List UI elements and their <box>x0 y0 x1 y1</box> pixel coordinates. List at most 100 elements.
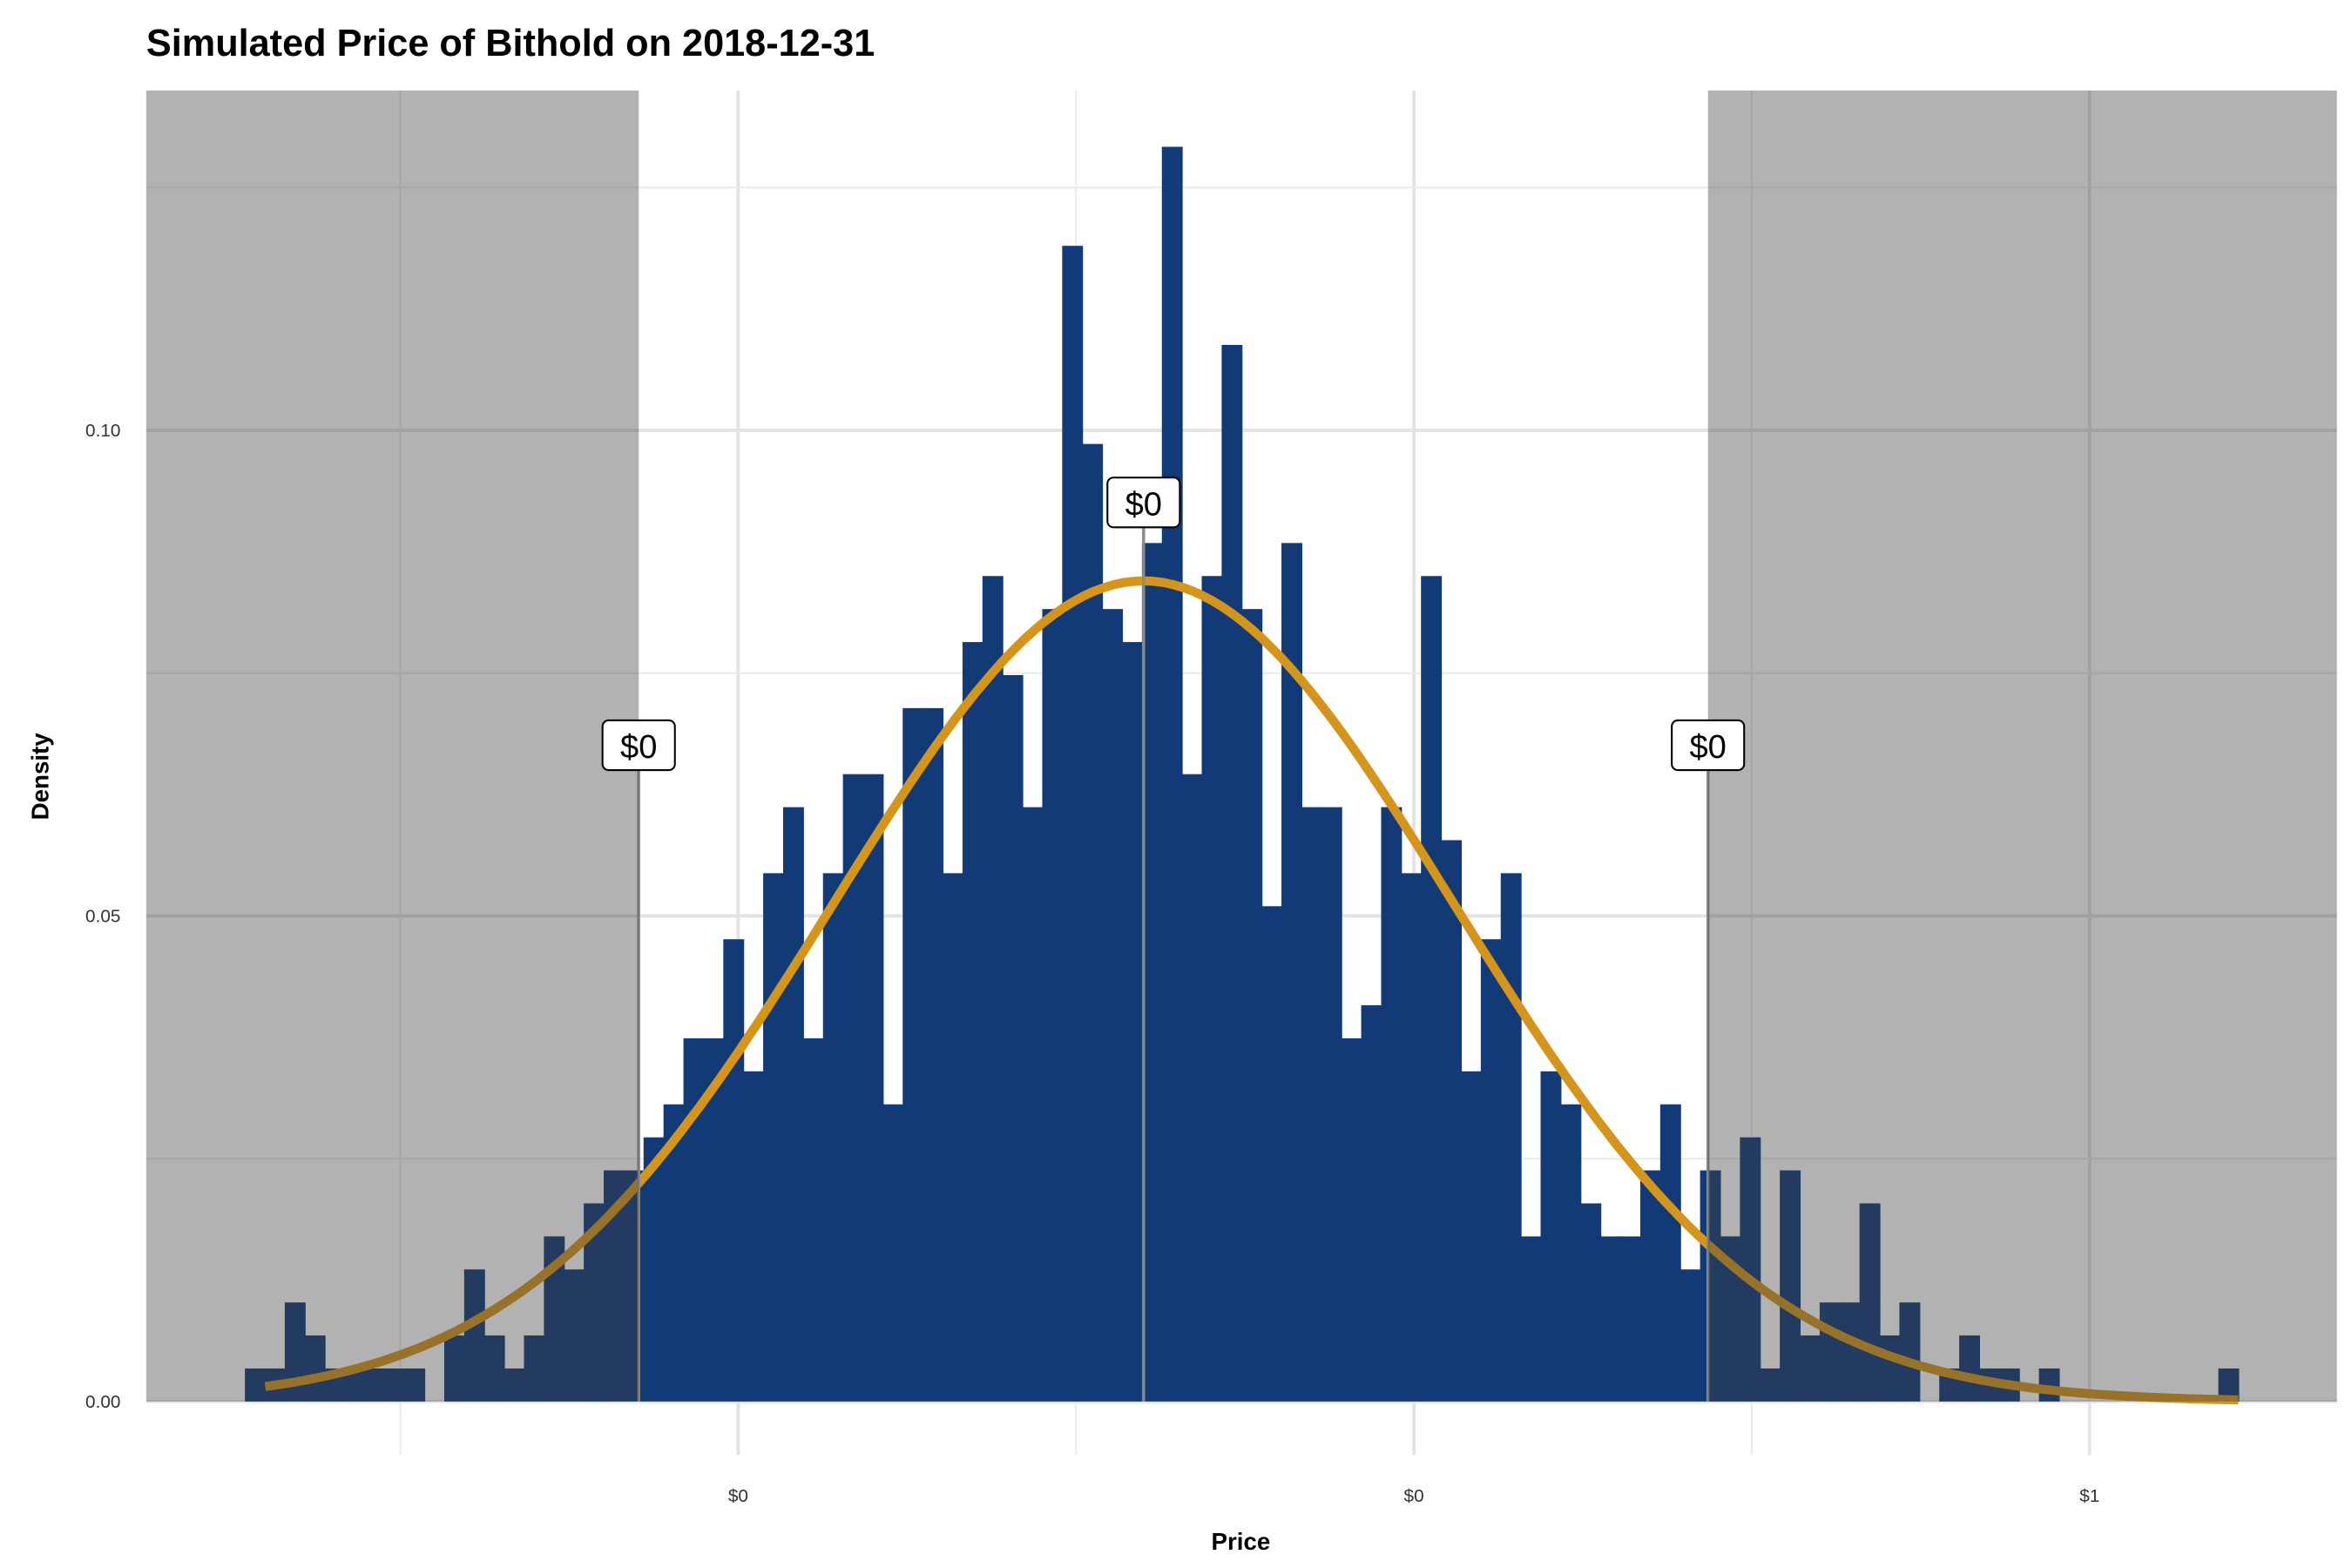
shaded-region <box>1707 90 2337 1402</box>
y-tick-label: 0.05 <box>85 906 120 926</box>
histogram-bar <box>2218 1368 2240 1402</box>
histogram-bar <box>1800 1335 1821 1402</box>
histogram-bar <box>1700 1170 1721 1402</box>
x-tick-label: $0 <box>1404 1486 1424 1506</box>
histogram-bar <box>1042 609 1064 1402</box>
histogram-bar <box>1301 807 1322 1402</box>
histogram-bar <box>1740 1137 1761 1402</box>
histogram-bar <box>763 873 785 1402</box>
histogram-bar <box>743 1071 765 1402</box>
histogram-bar <box>1500 873 1522 1402</box>
y-tick-label: 0.10 <box>85 421 120 441</box>
shaded-region <box>145 90 639 1402</box>
histogram-bar <box>962 642 983 1402</box>
histogram-bar <box>1639 1170 1661 1402</box>
histogram-bar <box>862 774 884 1402</box>
marker-label: $0 <box>620 729 657 766</box>
histogram-bar <box>364 1368 386 1402</box>
density-curve-layer <box>264 576 2239 1405</box>
marker-label-box <box>1106 476 1181 529</box>
x-axis-title: Price <box>1212 1528 1271 1555</box>
histogram-bar <box>1181 774 1203 1402</box>
histogram-bar <box>1121 642 1143 1402</box>
histogram-bar <box>344 1368 366 1402</box>
histogram-bar <box>982 576 1004 1402</box>
histogram-bar <box>1480 939 1502 1402</box>
histogram-bar <box>1600 1236 1622 1402</box>
histogram-bar <box>584 1203 605 1402</box>
histogram-bar <box>943 873 963 1402</box>
tick-labels: $0 $0 $1 0.00 0.05 0.10 <box>85 421 2099 1506</box>
histogram-bar <box>1241 609 1263 1402</box>
histogram-bar <box>604 1170 625 1402</box>
x-tick-label: $0 <box>728 1486 748 1506</box>
histogram-bar <box>703 1037 725 1402</box>
histogram-bar <box>1659 1104 1681 1402</box>
histogram-bar <box>544 1236 565 1402</box>
histogram-bar <box>1899 1302 1921 1402</box>
histogram-bar <box>1540 1071 1562 1402</box>
marker-lines <box>637 517 1710 1402</box>
histogram-bar <box>902 707 924 1402</box>
marker-label: $0 <box>1690 729 1727 766</box>
histogram-bar <box>842 774 864 1402</box>
histogram-bar <box>1839 1302 1861 1402</box>
histogram-bar <box>1082 443 1104 1402</box>
histogram-bar <box>463 1269 485 1402</box>
histogram-bar <box>1401 873 1423 1402</box>
histogram-bar <box>1022 807 1044 1402</box>
histogram-bar <box>1780 1170 1801 1402</box>
histogram-bar <box>723 939 745 1402</box>
histogram-bar <box>483 1335 505 1402</box>
histogram-bar <box>1560 1104 1582 1402</box>
histogram-bar <box>1002 674 1024 1402</box>
histogram-bar <box>384 1368 406 1402</box>
histogram-bar <box>663 1104 685 1402</box>
chart-title: Simulated Price of Bithold on 2018-12-31 <box>146 23 875 64</box>
histogram-bar <box>504 1368 525 1402</box>
histogram-bar <box>1580 1203 1602 1402</box>
histogram-bar <box>1161 146 1183 1402</box>
histogram-bar <box>882 1104 904 1402</box>
histogram-bar <box>404 1368 426 1402</box>
histogram-bar <box>643 1137 665 1402</box>
histogram-bar <box>1680 1269 1701 1402</box>
histogram-bar <box>1421 576 1443 1402</box>
histogram-bar <box>1141 543 1163 1402</box>
histogram-bar <box>1441 840 1463 1402</box>
shaded-regions <box>145 90 2337 1402</box>
y-tick-label: 0.00 <box>85 1392 120 1412</box>
histogram-bar <box>443 1335 465 1402</box>
histogram-bar <box>1221 344 1243 1402</box>
histogram-bar <box>1361 1005 1382 1402</box>
histogram-bar <box>782 807 804 1402</box>
histogram-bar <box>1461 1071 1482 1402</box>
marker-label: $0 <box>1125 486 1162 523</box>
histogram-bar <box>923 707 944 1402</box>
histogram-bar <box>683 1037 705 1402</box>
x-tick-label: $1 <box>2079 1486 2099 1506</box>
histogram-bar <box>1102 609 1124 1402</box>
histogram-bar <box>1281 543 1302 1402</box>
histogram-bar <box>1062 246 1084 1402</box>
marker-label-box <box>601 719 676 772</box>
histogram-bar <box>1959 1335 1980 1402</box>
histogram-bar <box>564 1269 585 1402</box>
histogram-bar <box>822 873 844 1402</box>
marker-label-box <box>1671 719 1746 772</box>
density-curve <box>264 576 2239 1405</box>
histogram-bar <box>1720 1236 1741 1402</box>
histogram-bar <box>1261 906 1283 1402</box>
histogram-bar <box>1321 807 1342 1402</box>
histogram-bar <box>245 1368 267 1402</box>
histogram-bar <box>1381 807 1402 1402</box>
histogram-bars <box>245 146 2240 1402</box>
histogram-bar <box>1520 1236 1542 1402</box>
histogram-bar <box>802 1037 824 1402</box>
y-axis-title: Density <box>26 733 53 821</box>
marker-labels: $0 $0 $0 <box>601 476 1746 772</box>
histogram-bar <box>1341 1037 1362 1402</box>
histogram-bar <box>304 1335 326 1402</box>
histogram-bar <box>1620 1236 1641 1402</box>
